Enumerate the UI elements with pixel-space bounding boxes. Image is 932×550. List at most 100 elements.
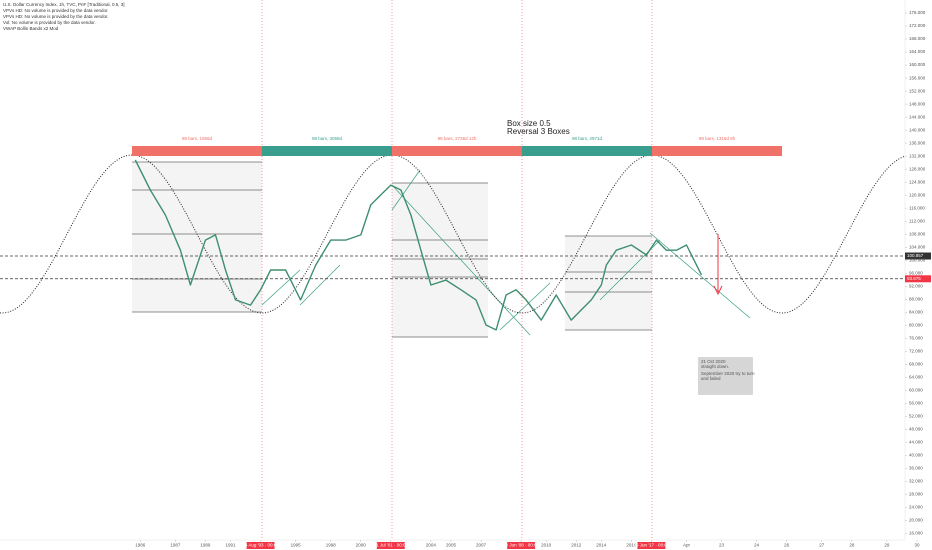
- header-line: VPVs HD: No volume is provided by the da…: [3, 8, 109, 13]
- y-tick-label: 44.000: [909, 440, 923, 445]
- x-tick-label: 27: [819, 543, 825, 548]
- cycle-curve: [0, 154, 905, 314]
- y-tick-label: 48.000: [909, 427, 923, 432]
- fib-box: [392, 183, 488, 337]
- y-tick-label: 96.000: [909, 270, 923, 275]
- annotation: Box size 0.5: [507, 119, 551, 128]
- x-tick-label: 29: [884, 543, 890, 548]
- range-bar: [522, 146, 652, 156]
- y-tick-label: 104.000: [909, 244, 926, 249]
- level-label: 100.857: [907, 253, 924, 258]
- range-label: 98 bars, 2736d 12h: [438, 136, 477, 141]
- note-text: September 2020 try to turn: [701, 371, 755, 376]
- note-text: and failed: [701, 376, 721, 381]
- x-tick-label: 24: [754, 543, 760, 548]
- x-tick-label: 2012: [571, 543, 582, 548]
- y-tick-label: 132.000: [909, 153, 926, 158]
- price-line: [134, 159, 703, 331]
- y-tick-label: 128.000: [909, 166, 926, 171]
- arrow-head: [713, 285, 723, 296]
- range-bar: [262, 146, 392, 156]
- x-tick-label: 1998: [326, 543, 337, 548]
- x-tick-label: 2000: [356, 543, 367, 548]
- y-tick-label: 140.000: [909, 127, 926, 132]
- y-tick-label: 84.000: [909, 309, 923, 314]
- x-tick-label: 06 Jun '17 · 00:00: [633, 543, 669, 548]
- y-tick-label: 172.000: [909, 23, 926, 28]
- annotation: Reversal 3 Boxes: [507, 127, 570, 136]
- header-line: U.S. Dollar Currency Index, 1h, TVC, PnF…: [3, 2, 125, 7]
- x-tick-label: 13 Aug '93 · 00:00: [242, 543, 279, 548]
- y-tick-label: 28.000: [909, 492, 923, 497]
- range-label: 98 bars, 1315d 9h: [699, 136, 736, 141]
- x-tick-label: 1995: [291, 543, 302, 548]
- header-line: Vol: No volume is provided by the data v…: [3, 20, 96, 25]
- y-tick-label: 56.000: [909, 401, 923, 406]
- fib-box: [565, 236, 652, 330]
- x-tick-tag: [246, 542, 275, 549]
- y-tick-label: 152.000: [909, 88, 926, 93]
- y-tick-label: 148.000: [909, 101, 926, 106]
- fib-box: [132, 162, 262, 312]
- x-tick-label: 2010: [541, 543, 552, 548]
- y-tick-label: 108.000: [909, 231, 926, 236]
- range-label: 98 bars, 3058d: [312, 136, 343, 141]
- y-tick-label: 80.000: [909, 322, 923, 327]
- range-bar: [132, 146, 262, 156]
- x-tick-label: 2005: [446, 543, 457, 548]
- x-tick-label: 30: [914, 543, 920, 548]
- x-tick-label: 28: [849, 543, 855, 548]
- x-tick-label: 2007: [476, 543, 487, 548]
- x-tick-label: 2016: [626, 543, 637, 548]
- x-tick-label: 30 Jun '08 · 00:00: [503, 543, 539, 548]
- cycle-curve: [0, 154, 905, 314]
- x-tick-label: 2004: [426, 543, 437, 548]
- x-tick-label: 1986: [135, 543, 146, 548]
- x-tick-label: 23: [719, 543, 725, 548]
- y-tick-label: 64.000: [909, 375, 923, 380]
- cycle-lines: [261, 0, 653, 540]
- x-tick-label: 1989: [200, 543, 211, 548]
- x-tick-label: 26: [784, 543, 790, 548]
- y-tick-label: 164.000: [909, 49, 926, 54]
- y-tick-label: 156.000: [909, 75, 926, 80]
- note-text: straight down.: [701, 364, 729, 369]
- y-tick-label: 116.000: [909, 205, 925, 210]
- y-tick-label: 124.000: [909, 179, 926, 184]
- y-tick-label: 100.000: [909, 257, 926, 262]
- y-tick-label: 88.000: [909, 296, 923, 301]
- fib-boxes: [132, 161, 751, 338]
- y-tick-label: 20.000: [909, 518, 923, 523]
- y-tick-label: 68.000: [909, 362, 923, 367]
- y-tick-label: 16.000: [909, 531, 923, 536]
- x-tick-tag: [507, 542, 536, 549]
- range-bar: [392, 146, 522, 156]
- y-tick-label: 136.000: [909, 140, 926, 145]
- y-tick-label: 112.000: [909, 218, 925, 223]
- note-text: 21 Oct 2020: [701, 359, 726, 364]
- y-tick-label: 24.000: [909, 505, 923, 510]
- y-tick-label: 92.000: [909, 283, 923, 288]
- header-line: VWAP Bollin Bands x2 Mod: [3, 26, 59, 31]
- x-tick-label: 1987: [170, 543, 181, 548]
- note-box: [698, 357, 753, 395]
- x-tick-label: 2014: [596, 543, 607, 548]
- x-tick-label: Apr: [683, 543, 691, 548]
- range-bar: [652, 146, 782, 156]
- x-tick-label: 1991: [225, 543, 236, 548]
- range-label: 98 bars, 2971d: [572, 136, 603, 141]
- y-tick-label: 120.000: [909, 192, 926, 197]
- range-label: 98 bars, 1958d: [182, 136, 213, 141]
- y-tick-label: 144.000: [909, 114, 926, 119]
- level-label: 93.675: [907, 276, 921, 281]
- y-tick-label: 32.000: [909, 479, 923, 484]
- y-tick-label: 76.000: [909, 336, 923, 341]
- header: U.S. Dollar Currency Index, 1h, TVC, PnF…: [3, 2, 125, 31]
- x-tick-tag: [637, 542, 666, 549]
- level-tag: [905, 252, 931, 260]
- level-tag: [905, 275, 931, 283]
- y-tick-label: 176.000: [909, 10, 926, 15]
- header-line: VPVs HD: No volume is provided by the da…: [3, 14, 109, 19]
- y-tick-label: 72.000: [909, 349, 923, 354]
